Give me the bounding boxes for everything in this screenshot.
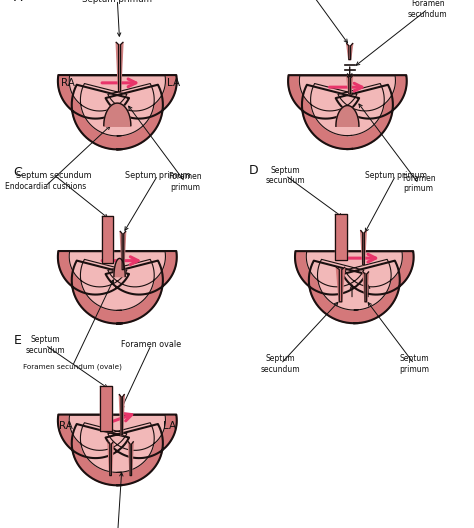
Polygon shape [335,214,347,260]
Text: Septum primum: Septum primum [125,171,191,180]
Text: Septum
secundum: Septum secundum [265,166,305,185]
Polygon shape [128,442,133,476]
Text: Septum primum: Septum primum [365,171,427,180]
Text: Foramen ovale: Foramen ovale [121,341,181,350]
Text: A: A [14,0,22,4]
Polygon shape [337,267,345,302]
Text: D: D [248,164,258,177]
Polygon shape [361,231,366,265]
Polygon shape [363,272,369,302]
Polygon shape [58,251,177,324]
Polygon shape [58,414,177,485]
Polygon shape [119,394,124,435]
Text: LA: LA [163,421,176,431]
Text: Septum
secundum: Septum secundum [261,354,301,374]
Text: Foramen
secundum: Foramen secundum [408,0,447,18]
Polygon shape [104,103,131,126]
Text: Septum
secundum: Septum secundum [26,335,65,355]
Text: Foramen secundum (ovale): Foramen secundum (ovale) [23,363,122,370]
Polygon shape [58,75,177,149]
Polygon shape [116,42,123,92]
Text: Foramen
primum: Foramen primum [168,172,201,192]
Text: B: B [248,0,257,1]
Polygon shape [120,231,126,270]
Polygon shape [346,76,353,94]
Text: RA: RA [61,78,75,88]
Polygon shape [108,442,113,476]
Text: Endocardial cushions: Endocardial cushions [5,182,86,191]
Text: Septum
primum: Septum primum [399,354,429,374]
Polygon shape [346,43,353,60]
Polygon shape [288,75,407,149]
Text: Foramen
primum: Foramen primum [402,174,436,193]
Text: RA: RA [59,421,73,431]
Text: E: E [14,334,22,347]
Polygon shape [100,385,112,430]
Text: Septum primum: Septum primum [82,0,152,4]
Polygon shape [101,215,113,263]
Polygon shape [300,76,395,136]
Polygon shape [69,76,165,136]
Text: Septum secundum: Septum secundum [17,171,92,180]
Polygon shape [69,415,165,473]
Polygon shape [306,252,402,310]
Text: C: C [14,166,22,179]
Polygon shape [114,258,125,277]
Polygon shape [336,106,359,126]
Polygon shape [295,251,414,323]
Polygon shape [69,252,165,310]
Text: LA: LA [167,78,180,88]
